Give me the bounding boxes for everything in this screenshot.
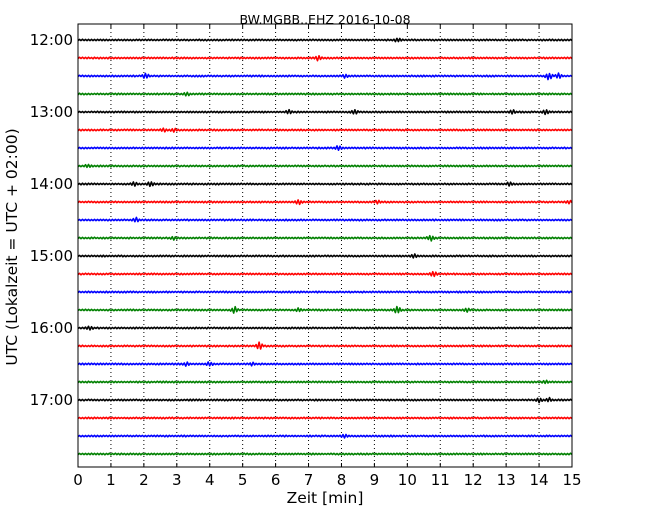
- trace-line: [77, 341, 573, 350]
- y-tick-label: 14:00: [30, 175, 73, 193]
- trace-line: [77, 396, 573, 404]
- trace-line: [77, 361, 573, 367]
- trace-line: [77, 55, 573, 62]
- x-tick-label: 14: [530, 471, 549, 489]
- trace-line: [77, 72, 573, 81]
- x-tick-label: 13: [497, 471, 516, 489]
- plot-background: [78, 24, 572, 467]
- chart-title: BW.MGBB..EHZ 2016-10-08: [239, 12, 410, 27]
- trace-line: [77, 253, 573, 259]
- y-tick-label: 13:00: [30, 103, 73, 121]
- x-axis-label: Zeit [min]: [287, 489, 364, 507]
- trace-line: [77, 163, 573, 169]
- y-axis-ticks: 12:00 13:00 14:00 15:00 16:00 17:00: [30, 31, 572, 409]
- trace-line: [77, 433, 573, 439]
- y-axis-label: UTC (Lokalzeit = UTC + 02:00): [3, 128, 21, 365]
- trace-line: [77, 379, 573, 385]
- trace-line: [77, 181, 573, 188]
- x-tick-label: 10: [398, 471, 417, 489]
- x-tick-label: 7: [304, 471, 314, 489]
- x-tick-label: 3: [172, 471, 182, 489]
- x-tick-label: 4: [205, 471, 215, 489]
- x-tick-label: 15: [562, 471, 581, 489]
- x-tick-label: 11: [431, 471, 450, 489]
- trace-line: [77, 305, 573, 314]
- plot-frame: [77, 23, 573, 468]
- x-tick-label: 5: [238, 471, 248, 489]
- y-tick-label: 16:00: [30, 319, 73, 337]
- y-tick-label: 17:00: [30, 391, 73, 409]
- trace-line: [77, 216, 573, 223]
- x-tick-label: 12: [464, 471, 483, 489]
- x-tick-label: 8: [337, 471, 347, 489]
- trace-line: [77, 452, 573, 456]
- trace-line: [77, 37, 573, 43]
- trace-line: [77, 270, 573, 278]
- y-tick-label: 15:00: [30, 247, 73, 265]
- trace-group: [77, 37, 573, 456]
- x-tick-label: 2: [139, 471, 149, 489]
- trace-line: [77, 145, 573, 151]
- trace-line: [77, 199, 573, 206]
- trace-line: [77, 290, 573, 294]
- trace-line: [77, 108, 573, 116]
- trace-line: [77, 127, 573, 133]
- x-tick-label: 9: [370, 471, 380, 489]
- trace-line: [77, 416, 573, 420]
- trace-line: [77, 234, 573, 242]
- trace-line: [77, 325, 573, 331]
- y-tick-label: 12:00: [30, 31, 73, 49]
- x-axis-ticks: 0 1 2 3 4 5 6 7 8 9 10 11 12 13 14 15: [73, 24, 582, 489]
- x-tick-label: 1: [106, 471, 116, 489]
- x-tick-label: 6: [271, 471, 281, 489]
- trace-line: [77, 91, 573, 97]
- x-tick-label: 0: [73, 471, 83, 489]
